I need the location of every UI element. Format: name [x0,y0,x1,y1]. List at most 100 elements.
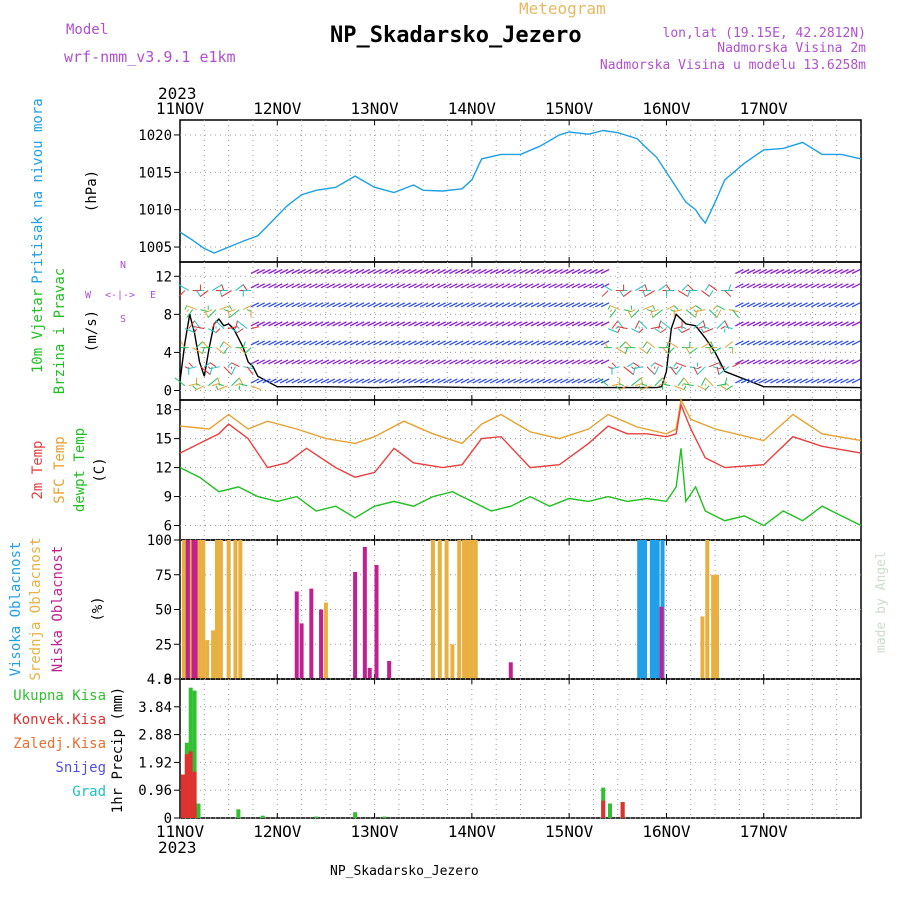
wind-arrow [646,347,652,354]
date-tick-label-bottom: 15NOV [545,822,594,841]
wind-arrow [665,341,669,348]
bar-mark [711,574,716,679]
wind-arrow [314,283,324,289]
wind-arrow [361,268,371,275]
wind-arrow [716,366,720,375]
wind-arrow [184,328,196,334]
wind-arrow [787,359,797,365]
model-name: wrf-nmm_v3.9.1 e1km [64,48,236,66]
wind-arrow [834,283,843,289]
wind-arrow [355,378,365,384]
wind-arrow [338,378,347,384]
wind-arrow [223,366,233,376]
wind-arrow [384,321,394,327]
wind-arrow [414,378,423,384]
wind-arrow [702,328,714,334]
wind-arrow [297,268,306,275]
wind-arrow [577,268,587,275]
wind-arrow [571,340,581,346]
wind-arrow [507,359,517,365]
wind-arrow [595,340,604,346]
wind-arrow [716,305,726,311]
wind-arrow [349,268,359,275]
wind-arrow [408,268,417,275]
wind-arrow [495,283,505,289]
wind-arrow [646,309,654,313]
wind-arrow [716,320,726,329]
wind-arrow [673,309,683,313]
t2m-axis-title: 2m Temp [30,440,46,499]
wind-arrow [740,359,750,365]
wind-arrow [419,359,429,365]
wind-arrow [501,340,511,346]
wind-arrow [250,340,260,346]
wind-arrow [660,328,667,334]
bar-mark [309,588,314,679]
wind-arrow [793,302,803,308]
wind-arrow [600,283,610,289]
wind-arrow [344,321,353,327]
wind-arrow [595,359,604,365]
wind-arrow [781,359,791,365]
wind-arrow [851,359,861,365]
wind-arrow [219,290,223,297]
wind-arrow [379,321,388,327]
wind-arrow [419,321,429,327]
wind-arrow [665,284,671,291]
wind-arrow [231,377,240,387]
wind-arrow [308,268,318,275]
wind-arrow [565,302,575,308]
wind-arrow [199,290,209,297]
wind-arrow [732,309,739,318]
bar-mark [640,540,645,679]
wind-arrow [513,302,522,308]
wind-arrow [548,283,557,289]
wind-arrow [250,326,260,330]
wind-arrow [670,309,675,313]
wind-arrow [718,366,730,376]
wind-arrow [571,321,581,327]
precip-legend-entry: Snijeg [55,760,106,776]
wind-arrow [770,268,779,275]
wind-arrow [238,347,246,355]
wind-arrow [634,320,640,329]
wind-arrow [174,377,186,387]
wind-arrow [600,359,610,365]
wind-arrow [402,268,411,275]
wind-arrow [344,283,353,289]
bar-mark [608,803,613,818]
date-tick-label-top: 15NOV [545,99,594,118]
bar-mark [473,540,478,679]
wind-arrow [816,378,826,384]
wind-arrow [675,366,683,375]
wind-arrow [495,340,505,346]
wind-arrow [414,302,423,308]
wind-arrow [390,359,400,365]
wind-arrow [654,328,662,334]
date-tick-label-top: 13NOV [350,99,399,118]
wind-arrow [221,284,225,291]
wind-arrow [735,378,744,384]
wind-arrow [367,378,376,384]
wind-arrow [484,359,493,365]
wind-arrow [828,340,838,346]
wind-arrow [640,383,648,387]
wind-arrow [437,321,446,327]
y-tick-label: 2.88 [138,728,172,744]
wind-arrow [414,359,423,365]
wind-arrow [565,321,575,327]
bar-mark [508,662,513,679]
wind-arrow [215,328,221,333]
wind-arrow [589,340,598,346]
bar-mark [367,667,372,679]
wind-arrow [793,283,803,289]
wind-arrow [291,340,301,346]
wind-arrow [697,366,702,370]
wind-arrow [851,321,861,327]
pressure-panel: 1005 1010 1015 1020 [138,119,862,263]
wind-arrow [279,283,289,289]
wind-arrow [530,268,540,275]
series-line [179,129,862,254]
wind-arrow [524,359,534,365]
wind-arrow [638,347,648,355]
